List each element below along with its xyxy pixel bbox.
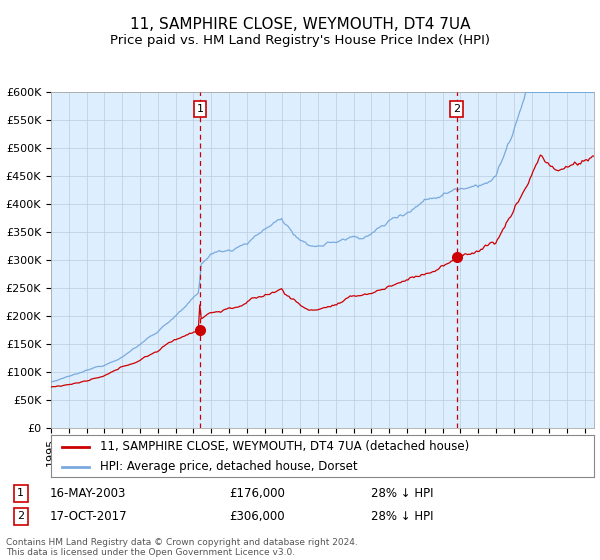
Text: 2: 2 <box>17 511 24 521</box>
Text: 17-OCT-2017: 17-OCT-2017 <box>50 510 128 522</box>
Text: 1: 1 <box>197 104 203 114</box>
Text: 11, SAMPHIRE CLOSE, WEYMOUTH, DT4 7UA: 11, SAMPHIRE CLOSE, WEYMOUTH, DT4 7UA <box>130 17 470 32</box>
Text: Contains HM Land Registry data © Crown copyright and database right 2024.
This d: Contains HM Land Registry data © Crown c… <box>6 538 358 557</box>
Text: 11, SAMPHIRE CLOSE, WEYMOUTH, DT4 7UA (detached house): 11, SAMPHIRE CLOSE, WEYMOUTH, DT4 7UA (d… <box>100 440 469 454</box>
Text: 1: 1 <box>17 488 24 498</box>
Text: Price paid vs. HM Land Registry's House Price Index (HPI): Price paid vs. HM Land Registry's House … <box>110 34 490 46</box>
Text: 16-MAY-2003: 16-MAY-2003 <box>50 487 127 500</box>
Text: HPI: Average price, detached house, Dorset: HPI: Average price, detached house, Dors… <box>100 460 358 473</box>
Text: 2: 2 <box>453 104 460 114</box>
Text: £176,000: £176,000 <box>229 487 286 500</box>
Text: 28% ↓ HPI: 28% ↓ HPI <box>371 487 433 500</box>
Text: 28% ↓ HPI: 28% ↓ HPI <box>371 510 433 522</box>
Text: £306,000: £306,000 <box>229 510 285 522</box>
